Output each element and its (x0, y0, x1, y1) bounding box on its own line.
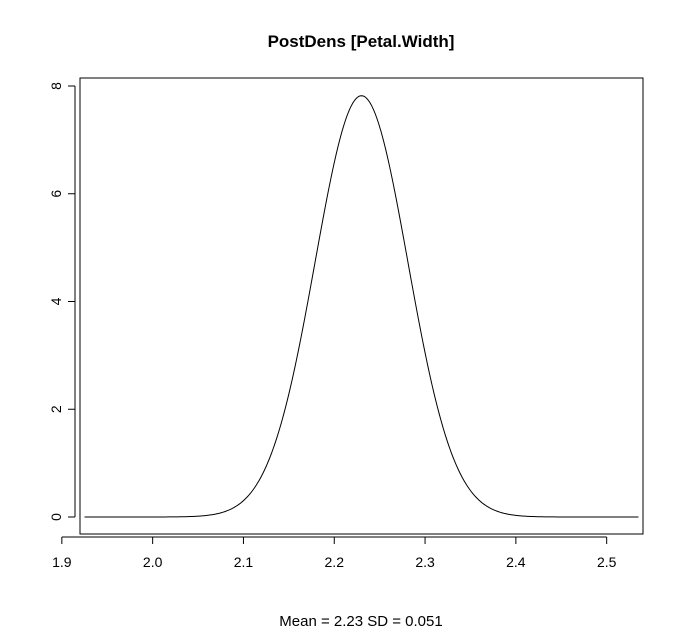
x-tick-label: 2.0 (143, 554, 163, 570)
x-tick-label: 2.4 (506, 554, 526, 570)
x-tick-label: 2.5 (597, 554, 617, 570)
x-axis-label: Mean = 2.23 SD = 0.051 (279, 613, 442, 630)
y-tick-label: 8 (48, 82, 64, 90)
x-tick-label: 2.1 (234, 554, 254, 570)
y-tick-label: 4 (48, 297, 64, 305)
x-tick-label: 1.9 (52, 554, 72, 570)
plot-frame (79, 77, 644, 535)
density-curve (84, 95, 639, 518)
y-tick-label: 0 (48, 513, 64, 521)
x-axis: 1.9 2.0 2.1 2.2 2.3 2.4 2.5 (52, 536, 617, 570)
y-tick-label: 2 (48, 405, 64, 413)
x-tick-label: 2.3 (415, 554, 435, 570)
chart-title: PostDens [Petal.Width] (268, 32, 455, 51)
x-tick-label: 2.2 (325, 554, 345, 570)
y-tick-label: 6 (48, 190, 64, 198)
y-axis: 0 2 4 6 8 (48, 82, 76, 521)
